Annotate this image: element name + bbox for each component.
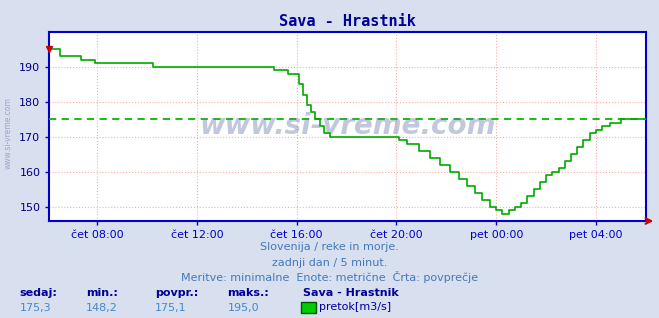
Text: sedaj:: sedaj:	[20, 288, 57, 298]
Text: pretok[m3/s]: pretok[m3/s]	[319, 302, 391, 312]
Text: www.si-vreme.com: www.si-vreme.com	[200, 112, 496, 141]
Text: zadnji dan / 5 minut.: zadnji dan / 5 minut.	[272, 258, 387, 267]
Text: 148,2: 148,2	[86, 303, 117, 313]
Text: Sava - Hrastnik: Sava - Hrastnik	[303, 288, 399, 298]
Text: maks.:: maks.:	[227, 288, 269, 298]
Title: Sava - Hrastnik: Sava - Hrastnik	[279, 14, 416, 29]
Text: Slovenija / reke in morje.: Slovenija / reke in morje.	[260, 242, 399, 252]
Text: www.si-vreme.com: www.si-vreme.com	[3, 98, 13, 169]
Text: 195,0: 195,0	[227, 303, 259, 313]
Text: min.:: min.:	[86, 288, 117, 298]
Text: 175,1: 175,1	[155, 303, 186, 313]
Text: povpr.:: povpr.:	[155, 288, 198, 298]
Text: Meritve: minimalne  Enote: metrične  Črta: povprečje: Meritve: minimalne Enote: metrične Črta:…	[181, 272, 478, 283]
Text: 175,3: 175,3	[20, 303, 51, 313]
